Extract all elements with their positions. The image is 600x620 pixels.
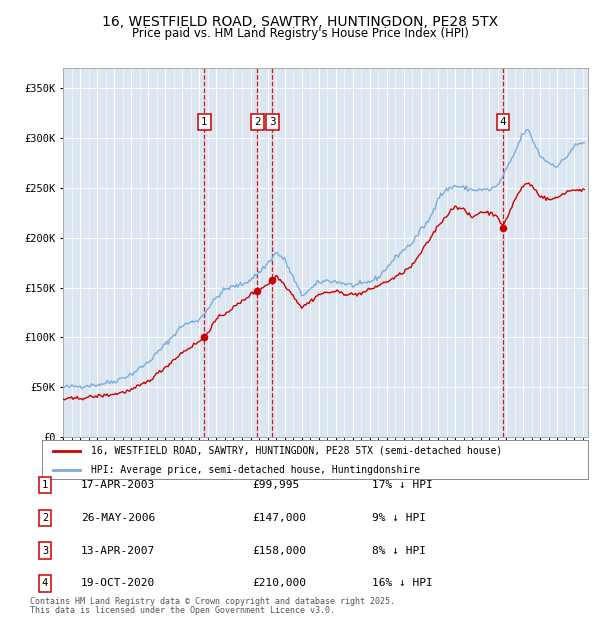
Text: 4: 4 [42,578,48,588]
Text: 19-OCT-2020: 19-OCT-2020 [81,578,155,588]
Text: £210,000: £210,000 [252,578,306,588]
Text: Price paid vs. HM Land Registry's House Price Index (HPI): Price paid vs. HM Land Registry's House … [131,27,469,40]
Text: 4: 4 [499,117,506,126]
Text: 16% ↓ HPI: 16% ↓ HPI [372,578,433,588]
Text: 2: 2 [42,513,48,523]
Text: 26-MAY-2006: 26-MAY-2006 [81,513,155,523]
Text: 16, WESTFIELD ROAD, SAWTRY, HUNTINGDON, PE28 5TX (semi-detached house): 16, WESTFIELD ROAD, SAWTRY, HUNTINGDON, … [91,446,502,456]
Text: 17% ↓ HPI: 17% ↓ HPI [372,480,433,490]
Text: £147,000: £147,000 [252,513,306,523]
Text: Contains HM Land Registry data © Crown copyright and database right 2025.: Contains HM Land Registry data © Crown c… [30,597,395,606]
Text: 1: 1 [42,480,48,490]
Text: £158,000: £158,000 [252,546,306,556]
Text: 13-APR-2007: 13-APR-2007 [81,546,155,556]
Text: 2: 2 [254,117,260,126]
Text: 3: 3 [269,117,275,126]
Text: 3: 3 [42,546,48,556]
Text: HPI: Average price, semi-detached house, Huntingdonshire: HPI: Average price, semi-detached house,… [91,465,420,475]
Text: 17-APR-2003: 17-APR-2003 [81,480,155,490]
Text: 16, WESTFIELD ROAD, SAWTRY, HUNTINGDON, PE28 5TX: 16, WESTFIELD ROAD, SAWTRY, HUNTINGDON, … [102,16,498,30]
Text: 1: 1 [201,117,208,126]
Text: 8% ↓ HPI: 8% ↓ HPI [372,546,426,556]
Text: This data is licensed under the Open Government Licence v3.0.: This data is licensed under the Open Gov… [30,606,335,615]
Text: £99,995: £99,995 [252,480,299,490]
Text: 9% ↓ HPI: 9% ↓ HPI [372,513,426,523]
